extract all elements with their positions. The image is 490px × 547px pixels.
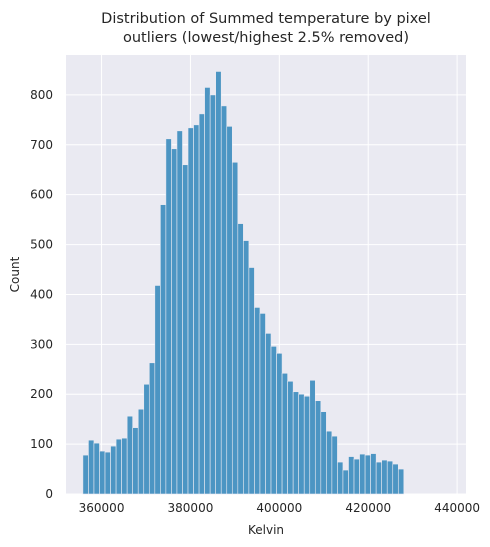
histogram-bar xyxy=(198,113,205,495)
histogram-bar xyxy=(209,94,216,495)
histogram-bar xyxy=(314,400,322,495)
histogram-bar xyxy=(187,127,194,495)
histogram-bar xyxy=(126,415,133,495)
histogram-bar xyxy=(381,459,388,495)
histogram-bar xyxy=(160,204,167,495)
histogram-bar xyxy=(231,161,239,495)
histogram-bar xyxy=(226,126,233,495)
histogram-bar xyxy=(237,223,244,495)
y-tick-label: 300 xyxy=(30,337,53,351)
histogram-bar xyxy=(82,454,89,495)
histogram-bar xyxy=(342,469,349,495)
y-tick-label: 700 xyxy=(30,138,53,152)
x-tick-label: 420000 xyxy=(345,501,391,515)
histogram-bar xyxy=(176,130,183,495)
y-axis-ticks: 0 100 200 300 400 500 600 700 800 xyxy=(30,88,53,501)
histogram-bar xyxy=(93,442,100,495)
y-tick-label: 400 xyxy=(30,287,53,301)
histogram-bar xyxy=(248,267,255,495)
x-axis-ticks: 360000 380000 400000 420000 440000 xyxy=(79,501,480,515)
histogram-bar xyxy=(182,164,189,495)
histogram-bar xyxy=(276,353,283,495)
histogram-bar xyxy=(115,438,122,495)
y-tick-label: 600 xyxy=(30,188,53,202)
y-tick-label: 200 xyxy=(30,387,53,401)
histogram-bar xyxy=(243,240,250,495)
x-tick-label: 440000 xyxy=(434,501,480,515)
histogram-bar xyxy=(353,458,360,495)
histogram-bar xyxy=(132,427,139,495)
histogram-bar xyxy=(397,468,405,495)
histogram-bar xyxy=(171,148,178,495)
histogram-bar xyxy=(143,383,150,495)
histogram-bar xyxy=(392,463,399,495)
histogram-bar xyxy=(220,105,228,495)
histogram-bar xyxy=(88,439,95,495)
histogram-bar xyxy=(364,454,371,495)
y-tick-label: 0 xyxy=(45,487,53,501)
x-tick-label: 360000 xyxy=(79,501,125,515)
histogram-bar xyxy=(386,460,394,495)
histogram-bar xyxy=(154,285,161,495)
histogram-bar xyxy=(254,307,261,495)
y-tick-label: 100 xyxy=(30,437,53,451)
histogram-bar xyxy=(215,71,222,495)
y-tick-label: 500 xyxy=(30,238,53,252)
histogram-bar xyxy=(204,87,211,495)
histogram-bar xyxy=(320,411,327,495)
histogram-bar xyxy=(165,138,172,495)
y-tick-label: 800 xyxy=(30,88,53,102)
histogram-bar xyxy=(337,461,344,495)
histogram-bar xyxy=(370,453,377,495)
x-axis-label: Kelvin xyxy=(248,523,284,537)
histogram-bar xyxy=(375,461,382,495)
histogram-bar xyxy=(270,346,277,495)
histogram-bar xyxy=(348,456,355,495)
y-axis-label: Count xyxy=(8,256,22,292)
histogram-bar xyxy=(287,380,294,495)
chart-title-line-2: outliers (lowest/highest 2.5% removed) xyxy=(123,30,409,46)
chart-title-line-1: Distribution of Summed temperature by pi… xyxy=(101,11,431,27)
histogram-bar xyxy=(309,379,316,495)
x-tick-label: 380000 xyxy=(168,501,214,515)
histogram-bar xyxy=(326,430,333,495)
histogram-bar xyxy=(303,395,311,495)
histogram-bar xyxy=(331,435,338,495)
histogram-bar xyxy=(148,362,156,495)
histogram-bar xyxy=(359,453,366,495)
histogram-bar xyxy=(193,124,200,495)
histogram-bar xyxy=(265,333,272,495)
histogram-bar xyxy=(110,445,117,495)
histogram-bar xyxy=(121,437,128,495)
histogram-bar xyxy=(298,393,305,495)
histogram-bar xyxy=(281,372,288,495)
histogram-bar xyxy=(292,391,299,495)
histogram-bar xyxy=(259,313,266,495)
bars xyxy=(82,71,405,495)
histogram-bar xyxy=(137,408,145,495)
histogram-bar xyxy=(99,450,106,495)
histogram-bar xyxy=(104,451,111,495)
x-tick-label: 400000 xyxy=(256,501,302,515)
